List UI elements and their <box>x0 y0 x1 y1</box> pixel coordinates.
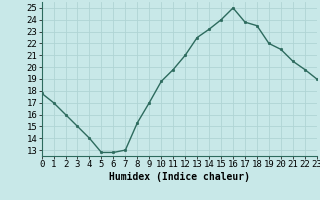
X-axis label: Humidex (Indice chaleur): Humidex (Indice chaleur) <box>109 172 250 182</box>
